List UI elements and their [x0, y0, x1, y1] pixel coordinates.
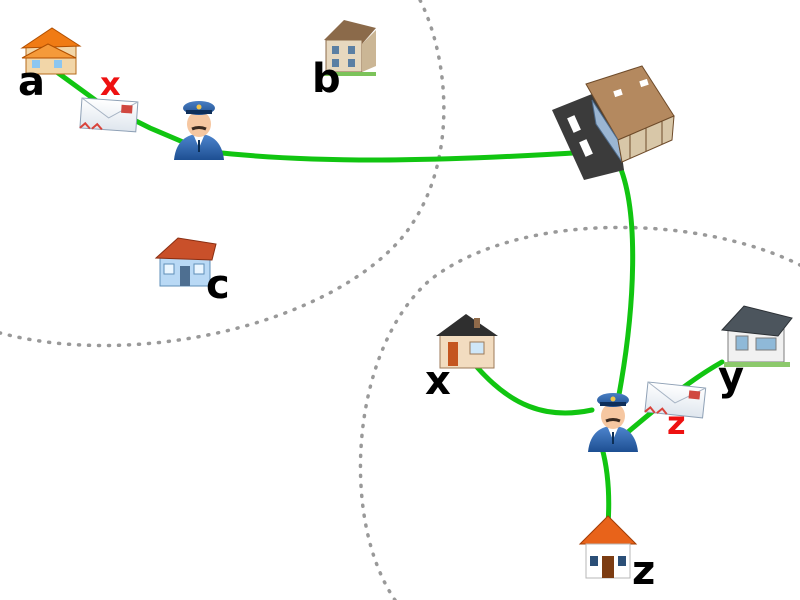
house-z-label: z: [632, 548, 655, 594]
house-c-label: c: [206, 262, 230, 308]
route-x-to-postman: [473, 363, 595, 416]
house-y-label: y: [718, 354, 744, 400]
orange-house-icon: [20, 27, 82, 75]
letter-to-z: [644, 381, 707, 419]
left-neighborhood-boundary: [0, 0, 446, 348]
route-office-to-postman: [615, 159, 636, 403]
letter-to-x: [79, 97, 139, 133]
envelope-icon: [644, 381, 707, 419]
mansion-icon: [324, 20, 376, 76]
letter-to-z-label: z: [667, 404, 686, 442]
house-a-label: a: [18, 59, 45, 105]
house-z: [578, 515, 638, 579]
route-postman-to-office: [209, 149, 593, 163]
house-c: [154, 237, 217, 287]
left-postman: [174, 101, 224, 160]
house-a: [20, 27, 82, 75]
delivery-routes: [51, 67, 725, 528]
house-b-label: b: [312, 56, 341, 102]
house-b: [324, 20, 376, 76]
orange-roof-house-icon: [578, 515, 638, 579]
letter-to-x-label: x: [100, 65, 121, 103]
house-x-label: x: [425, 358, 451, 404]
right-postman: [588, 393, 638, 452]
grey-house-icon: [720, 305, 793, 367]
postman-icon: [588, 393, 638, 452]
house-y: [720, 305, 793, 367]
envelope-icon: [79, 97, 139, 133]
blue-cottage-icon: [154, 237, 217, 287]
post-office: [552, 65, 675, 180]
postman-icon: [174, 101, 224, 160]
route-postman-to-z: [599, 445, 612, 528]
post-office-building-icon: [552, 65, 675, 180]
house-x: [436, 314, 498, 369]
brick-house-icon: [436, 314, 498, 369]
